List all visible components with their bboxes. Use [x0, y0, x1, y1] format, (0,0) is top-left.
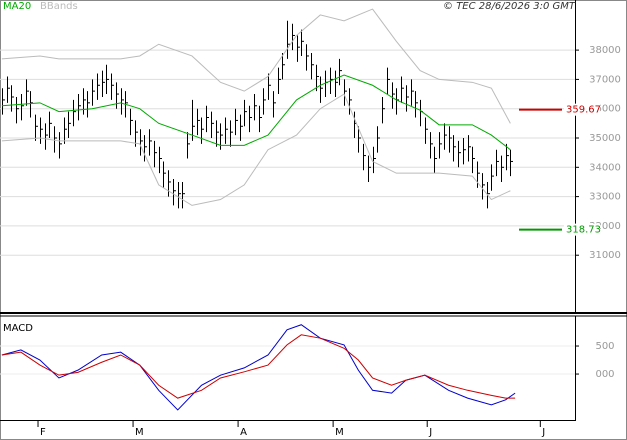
level-label-bg [564, 103, 600, 116]
y-tick-label: 500 [595, 341, 614, 352]
band-lower [1, 93, 511, 206]
y-tick-label: 34000 [589, 162, 621, 173]
ma-line [1, 74, 511, 151]
level-label: 359.67 [566, 105, 601, 116]
level-label-bg [564, 223, 600, 236]
macd-title: MACD [3, 323, 33, 334]
y-tick-label: 000 [595, 369, 614, 380]
y-tick-label: 37000 [589, 74, 621, 85]
y-tick-label: 32000 [589, 221, 621, 232]
y-tick-label: 38000 [589, 45, 621, 56]
y-tick-label: 36000 [589, 104, 621, 115]
y-tick-label: 33000 [589, 192, 621, 203]
legend-ma: MA20 [3, 1, 31, 12]
x-tick-label: F [40, 427, 46, 438]
macd-line [1, 334, 516, 399]
legend-bbands: BBands [40, 1, 78, 12]
y-tick-label: 31000 [589, 250, 621, 261]
x-tick-label: M [335, 427, 344, 438]
x-tick-label: M [135, 427, 144, 438]
copyright: © TEC 28/6/2026 3:0 GMT [443, 1, 576, 12]
x-tick-label: J [541, 427, 545, 438]
y-tick-label: 35000 [589, 133, 621, 144]
x-tick-label: A [240, 427, 247, 438]
x-tick-label: J [428, 427, 432, 438]
level-label: 318.73 [566, 225, 601, 236]
band-upper [1, 8, 511, 124]
macd-line [1, 324, 516, 411]
